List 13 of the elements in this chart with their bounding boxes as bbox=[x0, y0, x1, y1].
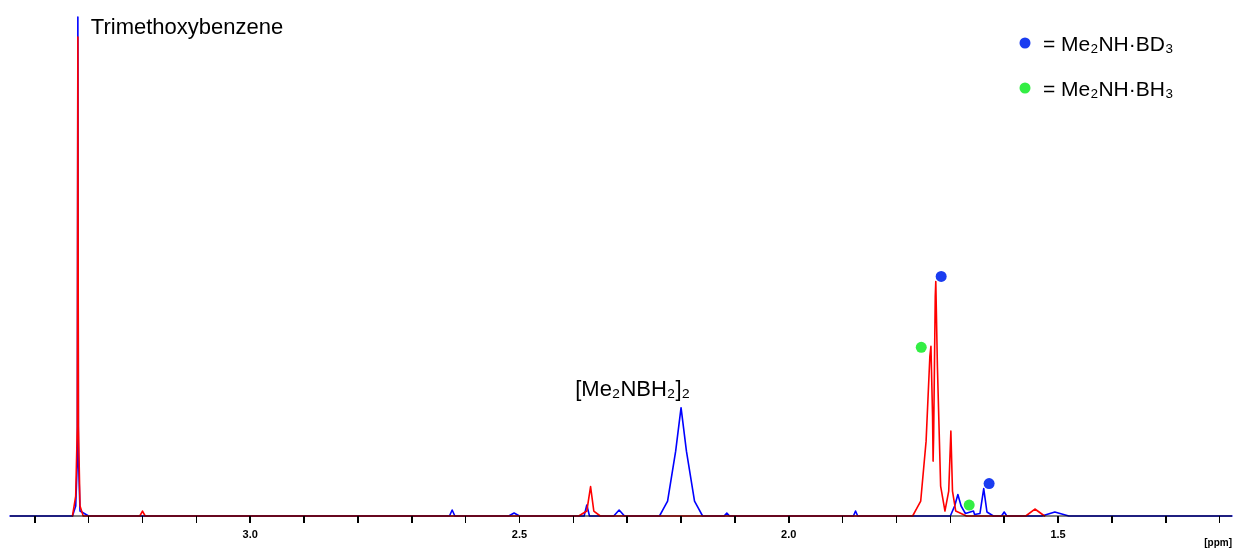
annotation: [Me₂NBH₂]₂ bbox=[575, 375, 691, 401]
x-tick-label: 2.0 bbox=[781, 528, 797, 540]
x-axis-title: [ppm] bbox=[1204, 537, 1232, 548]
point bbox=[983, 478, 995, 490]
point bbox=[915, 341, 927, 353]
point bbox=[935, 270, 947, 282]
legend-label: = Me₂NH·BD₃ bbox=[1043, 32, 1174, 55]
point bbox=[963, 499, 975, 511]
annotation: Trimethoxybenzene bbox=[90, 14, 284, 39]
legend-label: = Me₂NH·BH₃ bbox=[1043, 77, 1174, 100]
x-tick-label: 3.0 bbox=[242, 528, 258, 540]
x-tick-label: 2.5 bbox=[511, 528, 528, 540]
x-tick-label: 1.5 bbox=[1050, 528, 1066, 540]
